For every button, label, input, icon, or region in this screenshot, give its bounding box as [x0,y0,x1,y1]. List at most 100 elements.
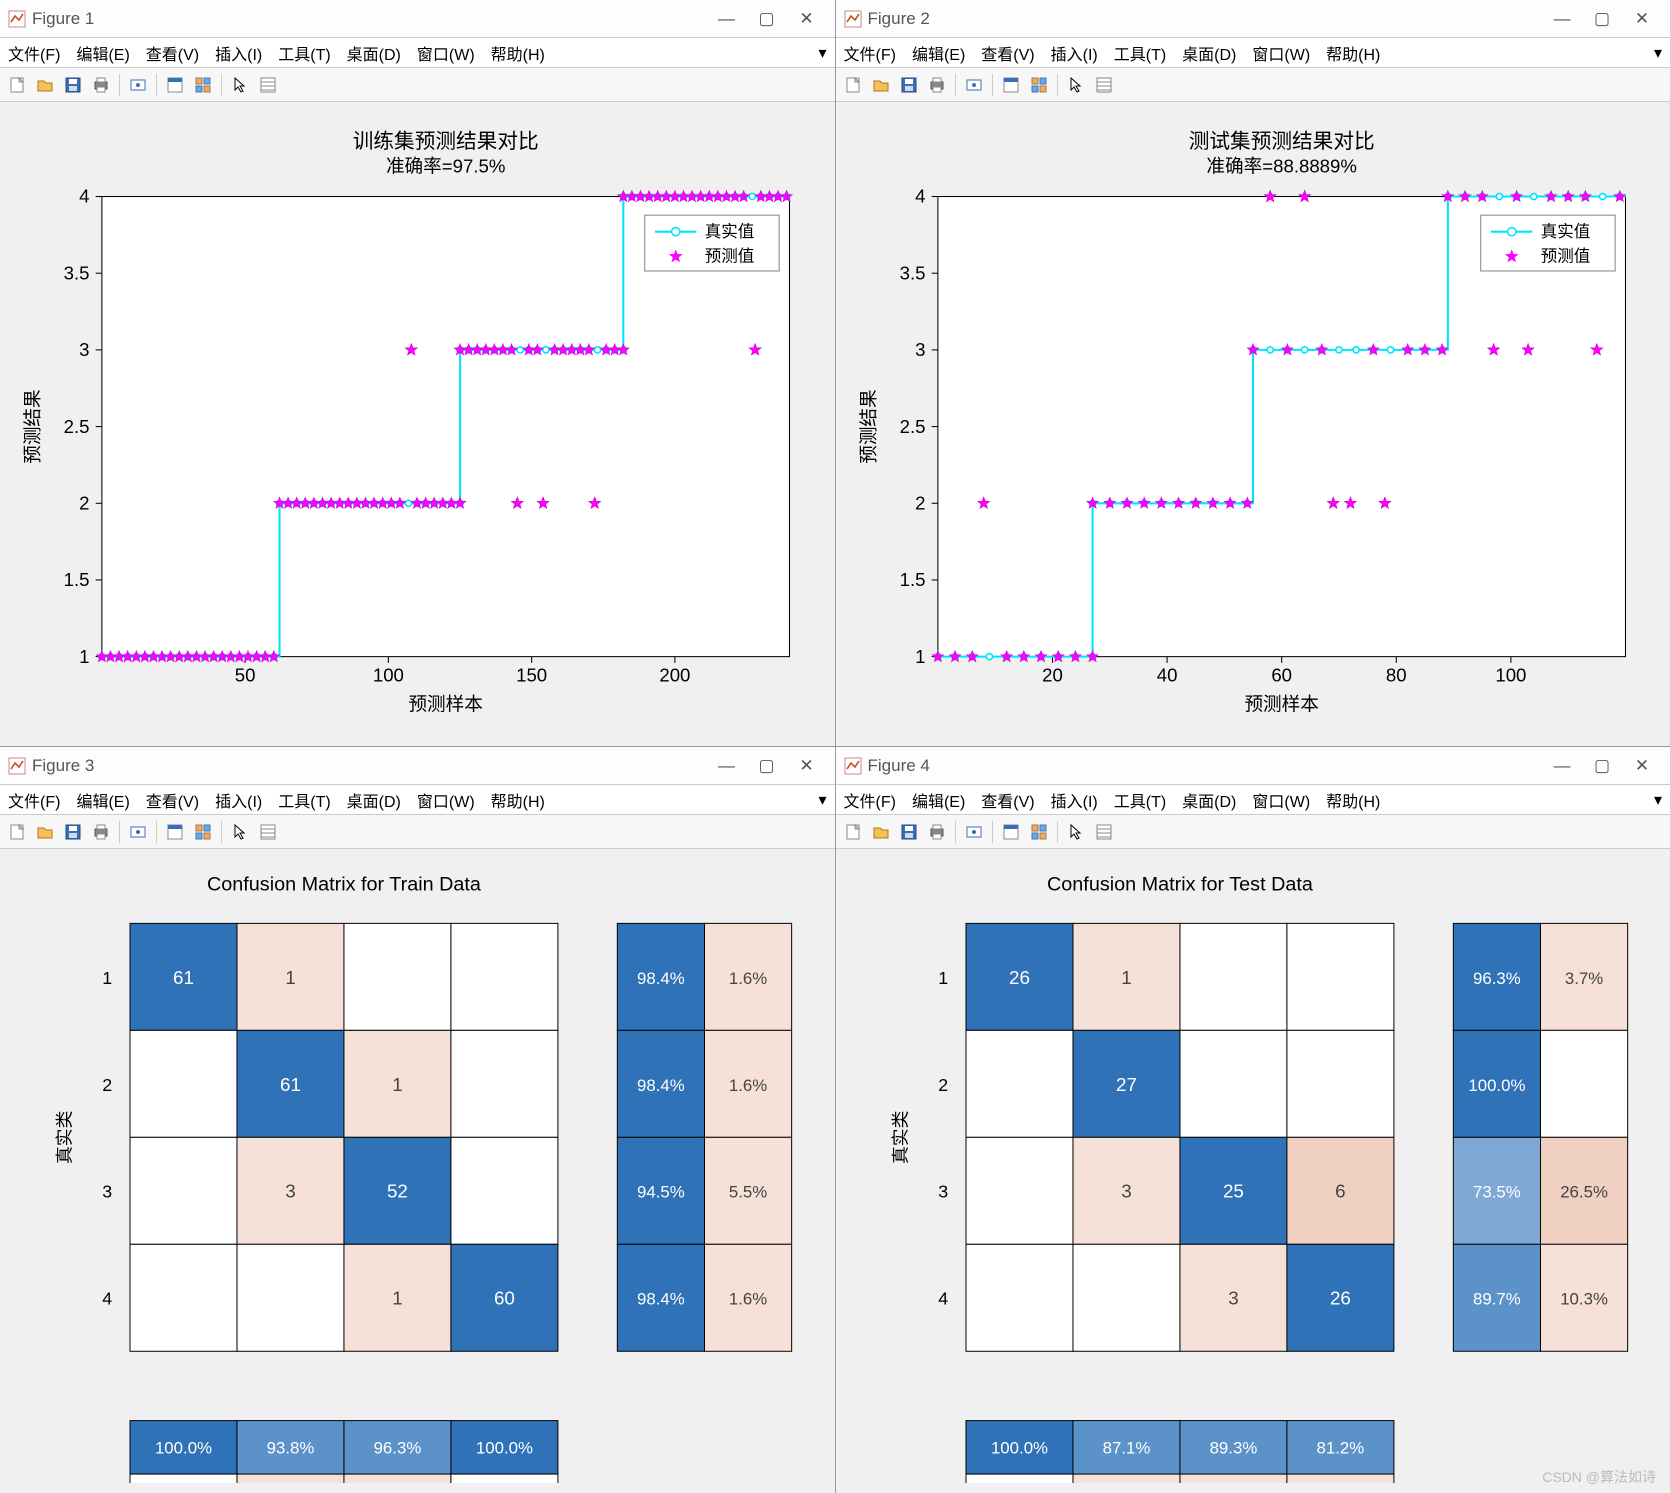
close-button[interactable]: ✕ [787,0,827,37]
dock-button[interactable] [162,819,188,845]
menu-item[interactable]: 插入(I) [1043,788,1106,812]
svg-text:25: 25 [1222,1181,1243,1202]
menu-overflow[interactable]: ▾ [1388,790,1670,810]
tile-button[interactable] [190,819,216,845]
open-button[interactable] [32,819,58,845]
menu-item[interactable]: 窗口(W) [1244,788,1318,812]
menu-item[interactable]: 工具(T) [1106,788,1174,812]
svg-text:98.4%: 98.4% [637,969,685,988]
pointer-button[interactable] [227,72,253,98]
menu-item[interactable]: 桌面(D) [339,788,409,812]
svg-text:26.5%: 26.5% [1560,1183,1608,1202]
minimize-button[interactable]: — [707,0,747,37]
menu-item[interactable]: 工具(T) [1106,41,1174,65]
print-button[interactable] [88,72,114,98]
new-button[interactable] [840,72,866,98]
menu-item[interactable]: 工具(T) [270,788,338,812]
close-button[interactable]: ✕ [1622,747,1662,784]
menu-item[interactable]: 插入(I) [1043,41,1106,65]
open-button[interactable] [32,72,58,98]
inspect-button[interactable] [1091,819,1117,845]
menu-item[interactable]: 编辑(E) [904,788,973,812]
dock-button[interactable] [998,72,1024,98]
tile-button[interactable] [1026,819,1052,845]
menu-item[interactable]: 查看(V) [138,41,207,65]
svg-text:1.5: 1.5 [64,569,90,590]
menu-item[interactable]: 帮助(H) [483,788,553,812]
menu-item[interactable]: 桌面(D) [1174,41,1244,65]
svg-text:1: 1 [392,1074,402,1095]
svg-text:200: 200 [659,664,690,685]
menu-item[interactable]: 文件(F) [836,41,904,65]
menu-overflow[interactable]: ▾ [553,43,835,63]
svg-text:26: 26 [1009,967,1030,988]
menu-item[interactable]: 文件(F) [0,41,68,65]
menu-item[interactable]: 桌面(D) [339,41,409,65]
new-button[interactable] [4,819,30,845]
menu-item[interactable]: 窗口(W) [409,788,483,812]
menu-item[interactable]: 文件(F) [836,788,904,812]
open-button[interactable] [868,819,894,845]
maximize-button[interactable]: ▢ [747,747,787,784]
inspect-button[interactable] [255,72,281,98]
new-button[interactable] [4,72,30,98]
open-button[interactable] [868,72,894,98]
link-button[interactable] [961,819,987,845]
menu-item[interactable]: 编辑(E) [904,41,973,65]
menu-item[interactable]: 查看(V) [138,788,207,812]
menu-overflow[interactable]: ▾ [553,790,835,810]
print-button[interactable] [88,819,114,845]
tile-button[interactable] [1026,72,1052,98]
menu-item[interactable]: 文件(F) [0,788,68,812]
menu-item[interactable]: 窗口(W) [409,41,483,65]
save-button[interactable] [60,72,86,98]
inspect-button[interactable] [255,819,281,845]
menu-item[interactable]: 插入(I) [207,41,270,65]
menu-item[interactable]: 查看(V) [973,788,1042,812]
menu-item[interactable]: 帮助(H) [483,41,553,65]
svg-text:4: 4 [915,186,925,207]
menu-item[interactable]: 帮助(H) [1318,41,1388,65]
link-button[interactable] [961,72,987,98]
minimize-button[interactable]: — [707,747,747,784]
svg-text:89.7%: 89.7% [1473,1290,1521,1309]
dock-button[interactable] [998,819,1024,845]
svg-text:10.3%: 10.3% [1560,1290,1608,1309]
menu-item[interactable]: 插入(I) [207,788,270,812]
maximize-button[interactable]: ▢ [1582,0,1622,37]
tile-button[interactable] [190,72,216,98]
link-button[interactable] [125,819,151,845]
save-button[interactable] [60,819,86,845]
menu-item[interactable]: 查看(V) [973,41,1042,65]
inspect-button[interactable] [1091,72,1117,98]
minimize-button[interactable]: — [1542,747,1582,784]
menu-item[interactable]: 编辑(E) [68,41,137,65]
menu-item[interactable]: 窗口(W) [1244,41,1318,65]
save-button[interactable] [896,819,922,845]
minimize-button[interactable]: — [1542,0,1582,37]
menu-item[interactable]: 工具(T) [270,41,338,65]
menubar: 文件(F)编辑(E)查看(V)插入(I)工具(T)桌面(D)窗口(W)帮助(H)… [836,785,1670,815]
menu-item[interactable]: 帮助(H) [1318,788,1388,812]
dock-button[interactable] [162,72,188,98]
print-button[interactable] [924,819,950,845]
menu-item[interactable]: 编辑(E) [68,788,137,812]
link-button[interactable] [125,72,151,98]
svg-text:Confusion Matrix for Test Data: Confusion Matrix for Test Data [1047,874,1314,896]
save-button[interactable] [896,72,922,98]
pointer-button[interactable] [1063,819,1089,845]
window-title: Figure 1 [32,9,94,29]
menu-item[interactable]: 桌面(D) [1174,788,1244,812]
chart-subtitle: 准确率=88.8889% [1206,156,1357,177]
print-button[interactable] [924,72,950,98]
close-button[interactable]: ✕ [787,747,827,784]
svg-text:2.5: 2.5 [899,416,925,437]
maximize-button[interactable]: ▢ [1582,747,1622,784]
close-button[interactable]: ✕ [1622,0,1662,37]
menu-overflow[interactable]: ▾ [1388,43,1670,63]
pointer-button[interactable] [227,819,253,845]
new-button[interactable] [840,819,866,845]
maximize-button[interactable]: ▢ [747,0,787,37]
svg-text:4: 4 [938,1289,948,1309]
pointer-button[interactable] [1063,72,1089,98]
